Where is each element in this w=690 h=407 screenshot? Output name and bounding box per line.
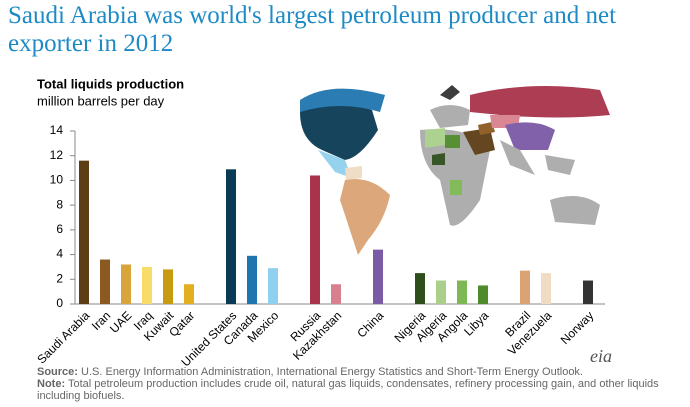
y-tick-label: 2 [56, 271, 63, 285]
y-axis-unit: million barrels per day [37, 93, 165, 108]
note: Total petroleum production includes crud… [37, 378, 659, 402]
world-map [300, 85, 610, 255]
source: U.S. Energy Information Administration, … [81, 366, 583, 378]
bar [268, 268, 278, 304]
x-tick-label: Saudi Arabia [34, 308, 92, 366]
y-axis-title: Total liquids production [37, 76, 184, 91]
note-label: Note: [37, 378, 66, 390]
y-tick-label: 14 [50, 123, 64, 137]
bar [457, 280, 467, 304]
y-tick-label: 10 [50, 173, 64, 187]
y-tick-label: 12 [50, 148, 64, 162]
bar [100, 259, 110, 304]
bar [79, 160, 89, 304]
x-tick-label: UAE [107, 308, 134, 335]
bar [310, 175, 320, 304]
bar [331, 284, 341, 304]
bar [520, 270, 530, 304]
bar [541, 273, 551, 304]
x-tick-label: Libya [461, 308, 491, 338]
bar [583, 280, 593, 304]
bar [184, 284, 194, 304]
y-tick-label: 8 [56, 197, 63, 211]
y-tick-label: 0 [56, 296, 63, 310]
chart-title: Saudi Arabia was world's largest petrole… [8, 2, 617, 57]
bar [436, 280, 446, 304]
footnote: Source: U.S. Energy Information Administ… [37, 366, 677, 402]
logo: eia [590, 346, 612, 366]
bar [142, 266, 152, 304]
x-tick-label: China [354, 308, 386, 340]
bar [247, 255, 257, 304]
bar [226, 169, 236, 304]
bar [163, 269, 173, 304]
source-label: Source: [37, 366, 78, 378]
bar [415, 273, 425, 304]
x-tick-label: Norway [558, 308, 597, 347]
y-tick-label: 6 [56, 222, 63, 236]
bar [121, 264, 131, 304]
bar [478, 285, 488, 304]
y-tick-label: 4 [56, 247, 63, 261]
bar [373, 249, 383, 304]
